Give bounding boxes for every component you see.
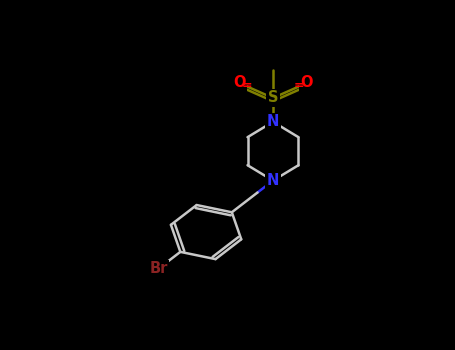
Text: N: N <box>267 173 279 188</box>
Text: Br: Br <box>149 261 167 276</box>
Text: N: N <box>267 114 279 129</box>
Text: S: S <box>268 91 278 105</box>
Text: O: O <box>233 75 245 90</box>
Text: O: O <box>301 75 313 90</box>
Text: =: = <box>294 78 304 92</box>
Text: =: = <box>242 78 252 92</box>
